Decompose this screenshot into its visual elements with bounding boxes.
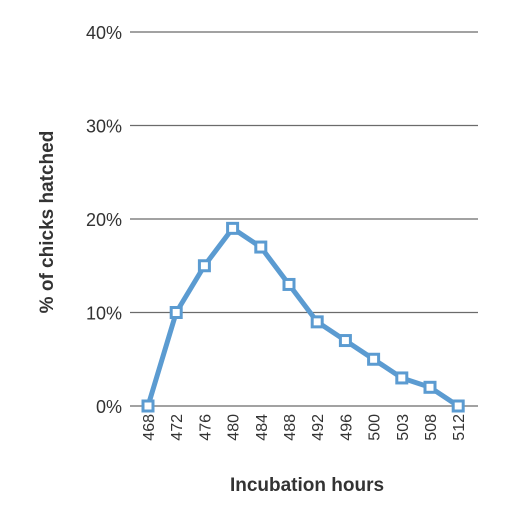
data-point	[423, 380, 437, 394]
data-point	[367, 352, 381, 366]
x-tick-label: 480	[226, 414, 243, 441]
x-tick-labels: 468 472 476 480 484 488 492 496 500 503 508 512	[141, 414, 468, 441]
data-point	[310, 315, 324, 329]
x-tick-label: 512	[451, 414, 468, 441]
data-point	[226, 221, 240, 235]
series-layer	[141, 221, 465, 413]
x-tick-label: 476	[197, 414, 214, 441]
y-tick-label: 20%	[86, 210, 122, 230]
x-tick-label: 488	[282, 414, 299, 441]
data-point	[169, 306, 183, 319]
data-point	[282, 277, 296, 291]
data-point	[141, 399, 155, 413]
y-tick-labels: 0% 10% 20% 30% 40%	[86, 23, 122, 417]
y-tick-label: 30%	[86, 117, 122, 137]
series-line	[145, 225, 460, 409]
grid-layer	[130, 31, 478, 407]
data-point	[197, 259, 211, 273]
data-point	[254, 240, 268, 254]
x-tick-label: 496	[338, 414, 355, 441]
x-tick-label: 468	[141, 414, 158, 441]
y-tick-label: 0%	[96, 397, 122, 417]
y-tick-label: 40%	[86, 23, 122, 43]
y-tick-label: 10%	[86, 304, 122, 324]
x-tick-label: 472	[169, 414, 186, 441]
x-tick-label: 503	[395, 414, 412, 441]
x-tick-label: 484	[254, 414, 271, 441]
x-tick-label: 500	[367, 414, 384, 441]
data-point	[338, 334, 352, 348]
data-point	[451, 399, 465, 413]
data-point	[395, 371, 409, 385]
x-tick-label: 508	[423, 414, 440, 441]
x-tick-label: 492	[310, 414, 327, 441]
x-axis-label: Incubation hours	[230, 475, 384, 496]
y-axis-label: % of chicks hatched	[37, 131, 58, 314]
